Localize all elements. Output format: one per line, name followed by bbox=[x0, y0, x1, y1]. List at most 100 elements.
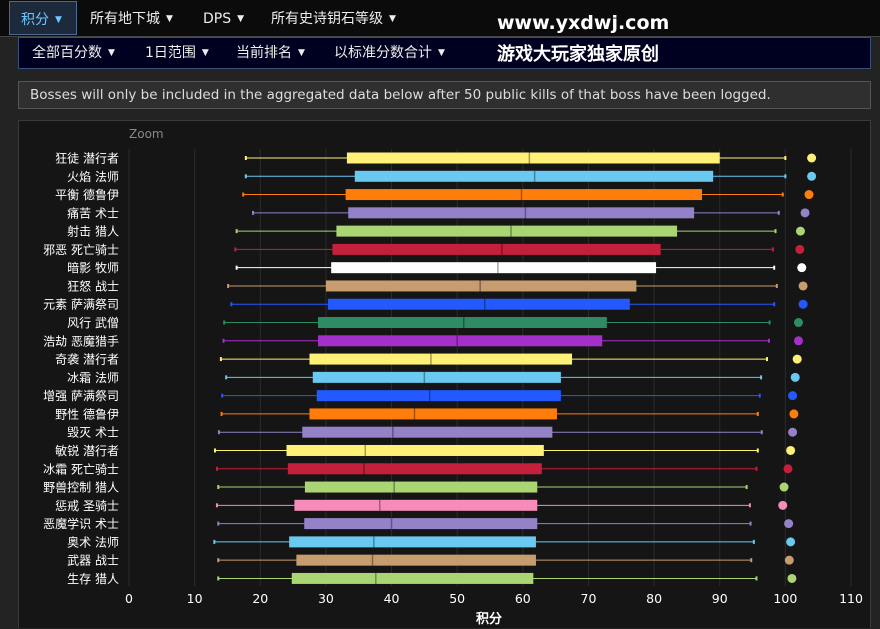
nav-tab-label: DPS bbox=[203, 11, 232, 27]
nav-tab-label: 积分 bbox=[21, 12, 49, 28]
box-iqr bbox=[327, 298, 630, 310]
top-score-point bbox=[795, 244, 805, 254]
boxplot-row: 奥术 法师 bbox=[67, 535, 796, 549]
top-score-point bbox=[783, 464, 793, 474]
box-iqr bbox=[302, 426, 553, 438]
x-axis-ticks: 0 10 20 30 40 50 60 70 80 90 100 110 bbox=[125, 591, 863, 606]
top-score-point bbox=[787, 573, 797, 583]
filter-percentile[interactable]: 全部百分数 ▼ bbox=[32, 38, 115, 68]
box-iqr bbox=[318, 317, 607, 329]
boxplot-row: 元素 萨满祭司 bbox=[43, 298, 808, 312]
nav-dropdown-dungeons[interactable]: 所有地下城 ▼ bbox=[90, 0, 173, 36]
row-label: 野兽控制 猎人 bbox=[43, 481, 119, 495]
boxplot-row: 生存 猎人 bbox=[67, 572, 797, 586]
filter-label: 1日范围 bbox=[145, 45, 196, 61]
boxplot-row: 野兽控制 猎人 bbox=[43, 481, 789, 495]
row-label: 增强 萨满祭司 bbox=[43, 389, 119, 403]
box-iqr bbox=[346, 152, 720, 164]
nav-tab-label: 所有地下城 bbox=[90, 11, 160, 27]
boxplot-row: 平衡 德鲁伊 bbox=[55, 187, 814, 202]
box-iqr bbox=[331, 262, 657, 274]
boxplot-row: 风行 武僧 bbox=[67, 316, 803, 330]
x-tick-label: 90 bbox=[712, 591, 728, 606]
box-iqr bbox=[291, 572, 534, 584]
box-iqr bbox=[348, 207, 695, 219]
filter-ranking[interactable]: 当前排名 ▼ bbox=[236, 38, 305, 68]
row-label: 毁灭 术士 bbox=[67, 425, 119, 440]
caret-down-icon: ▼ bbox=[237, 14, 245, 24]
row-label: 冰霜 死亡骑士 bbox=[43, 462, 119, 476]
x-tick-label: 30 bbox=[318, 591, 334, 606]
caret-down-icon: ▼ bbox=[166, 14, 173, 24]
top-score-point bbox=[798, 299, 808, 309]
top-score-point bbox=[792, 354, 802, 364]
x-tick-label: 60 bbox=[515, 591, 531, 606]
row-label: 武器 战士 bbox=[67, 554, 119, 568]
row-label: 野性 德鲁伊 bbox=[55, 406, 119, 421]
filter-time-range[interactable]: 1日范围 ▼ bbox=[145, 38, 209, 68]
sub-navigation: 全部百分数 ▼ 1日范围 ▼ 当前排名 ▼ 以标准分数合计 ▼ bbox=[18, 37, 871, 69]
filter-label: 当前排名 bbox=[236, 45, 292, 61]
boxplot-row: 痛苦 术士 bbox=[67, 205, 810, 220]
boxplot-row: 野性 德鲁伊 bbox=[55, 406, 799, 421]
box-iqr bbox=[316, 390, 561, 402]
caret-down-icon: ▼ bbox=[108, 48, 115, 58]
x-tick-label: 40 bbox=[384, 591, 400, 606]
x-tick-label: 20 bbox=[252, 591, 268, 606]
top-score-point bbox=[779, 482, 789, 492]
zoom-label[interactable]: Zoom bbox=[129, 127, 164, 141]
box-iqr bbox=[304, 481, 538, 493]
boxplot-row: 冰霜 法师 bbox=[67, 371, 800, 385]
x-tick-label: 70 bbox=[581, 591, 597, 606]
grid-lines bbox=[128, 149, 852, 586]
row-label: 痛苦 术士 bbox=[67, 205, 119, 220]
x-tick-label: 10 bbox=[187, 591, 203, 606]
nav-dropdown-metric[interactable]: DPS ▼ bbox=[203, 0, 244, 36]
row-label: 邪恶 死亡骑士 bbox=[43, 243, 119, 257]
top-score-point bbox=[795, 226, 805, 236]
x-tick-label: 100 bbox=[773, 591, 797, 606]
boxplot-row: 狂怒 战士 bbox=[67, 278, 808, 293]
row-label: 生存 猎人 bbox=[67, 572, 119, 586]
caret-down-icon: ▼ bbox=[389, 14, 396, 24]
row-label: 元素 萨满祭司 bbox=[43, 298, 119, 312]
row-label: 平衡 德鲁伊 bbox=[55, 187, 119, 202]
nav-tab-points[interactable]: 积分 ▼ bbox=[9, 1, 77, 35]
caret-down-icon: ▼ bbox=[438, 48, 445, 58]
top-score-point bbox=[790, 372, 800, 382]
caret-down-icon: ▼ bbox=[201, 48, 209, 58]
box-iqr bbox=[332, 243, 661, 255]
nav-dropdown-keystone-level[interactable]: 所有史诗钥石等级 ▼ bbox=[271, 0, 396, 36]
row-label: 敏锐 潜行者 bbox=[55, 443, 119, 458]
boxplot-row: 狂徒 潜行者 bbox=[55, 152, 817, 166]
box-iqr bbox=[304, 518, 538, 530]
box-iqr bbox=[296, 554, 536, 566]
box-iqr bbox=[354, 170, 714, 182]
boxplot-row: 暗影 牧师 bbox=[67, 260, 807, 275]
box-iqr bbox=[287, 463, 542, 475]
chart-panel: 0 10 20 30 40 50 60 70 80 90 100 110 狂徒 潜行者 火焰 法师 平衡 … bbox=[18, 120, 871, 628]
notice-banner: Bosses will only be included in the aggr… bbox=[18, 81, 871, 109]
top-score-point bbox=[784, 519, 794, 529]
boxplot-row: 冰霜 死亡骑士 bbox=[43, 462, 793, 476]
boxplot-row: 奇袭 潜行者 bbox=[55, 352, 802, 367]
row-label: 冰霜 法师 bbox=[67, 371, 119, 385]
box-iqr bbox=[336, 225, 678, 237]
box-iqr bbox=[345, 189, 703, 201]
top-score-point bbox=[798, 281, 808, 291]
top-score-point bbox=[800, 208, 810, 218]
box-iqr bbox=[309, 353, 573, 365]
caret-down-icon: ▼ bbox=[55, 15, 62, 25]
nav-tab-label: 所有史诗钥石等级 bbox=[271, 11, 383, 27]
top-score-point bbox=[793, 336, 803, 346]
filter-aggregation[interactable]: 以标准分数合计 ▼ bbox=[334, 38, 445, 68]
x-tick-label: 50 bbox=[449, 591, 465, 606]
top-score-point bbox=[807, 153, 817, 163]
top-navigation: 积分 ▼ 所有地下城 ▼ DPS ▼ 所有史诗钥石等级 ▼ bbox=[0, 0, 880, 37]
watermark-text: 游戏大玩家独家原创 bbox=[497, 44, 659, 65]
box-iqr bbox=[318, 335, 603, 347]
top-score-point bbox=[778, 500, 788, 510]
caret-down-icon: ▼ bbox=[298, 48, 305, 58]
